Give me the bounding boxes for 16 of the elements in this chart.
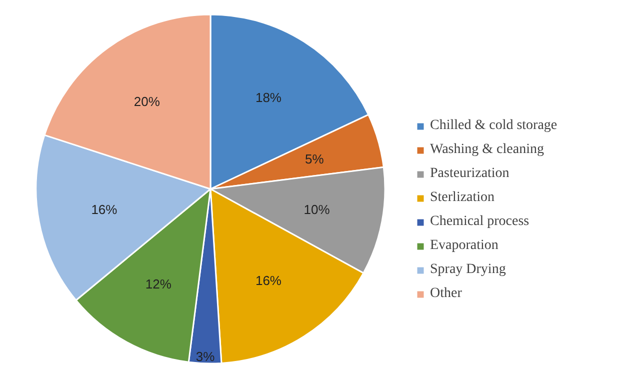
data-label: 10% (304, 202, 330, 217)
data-label: 12% (145, 276, 172, 292)
data-label: 3% (196, 348, 216, 364)
legend-label: Spray Drying (430, 262, 506, 278)
data-label: 16% (255, 272, 282, 288)
legend-label: Sterlization (430, 190, 495, 206)
legend-label: Other (430, 286, 462, 302)
legend-label: Evaporation (430, 238, 498, 254)
legend-label: Chemical process (430, 214, 530, 230)
legend-label: Pasteurization (430, 166, 510, 182)
legend-label: Chilled & cold storage (430, 118, 558, 134)
data-label: 20% (134, 94, 160, 109)
data-label: 18% (255, 90, 282, 106)
data-label: 5% (305, 151, 324, 166)
legend-label: Washing & cleaning (430, 142, 544, 158)
data-label: 16% (91, 202, 118, 217)
